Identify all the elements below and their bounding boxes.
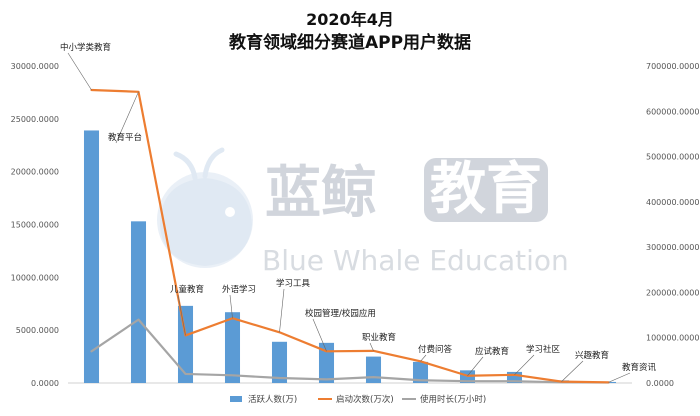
- leader-line: [467, 356, 484, 376]
- legend-swatch: [230, 396, 242, 402]
- bar: [177, 305, 194, 383]
- watermark-text-part2: 教育: [430, 157, 542, 222]
- leader-line: [420, 354, 427, 362]
- bar: [318, 342, 335, 383]
- y-left-tick-label: 10000.0000: [11, 273, 59, 282]
- y-left-tick-label: 30000.0000: [11, 62, 59, 71]
- category-label: 教育资讯: [622, 362, 657, 373]
- bar: [271, 341, 288, 383]
- y-left-tick-label: 25000.0000: [11, 115, 59, 124]
- y-right-tick-label: 700000.0000: [646, 62, 699, 71]
- category-label: 教育平台: [108, 132, 142, 143]
- watermark-text-part1: 蓝鲸: [265, 161, 377, 226]
- launches-line: [90, 88, 610, 384]
- category-label: 外语学习: [222, 284, 256, 295]
- category-label: 学习工具: [276, 278, 311, 289]
- category-label: 儿童教育: [170, 284, 204, 295]
- leader-line: [561, 360, 584, 382]
- leader-line: [279, 288, 285, 333]
- y-left-tick-label: 0.0000: [31, 379, 59, 388]
- leader-line: [608, 372, 631, 383]
- category-label: 付费问答: [418, 344, 453, 355]
- duration-line: [90, 318, 610, 384]
- category-label: 学习社区: [526, 344, 561, 355]
- y-right-tick-label: 0.0000: [646, 379, 674, 388]
- legend-label: 使用时长(万小时): [420, 394, 486, 405]
- bar: [130, 221, 147, 383]
- leader-line: [514, 354, 535, 376]
- y-right-tick-label: 600000.0000: [646, 107, 699, 116]
- leader-line: [229, 294, 233, 319]
- y-left-tick-label: 20000.0000: [11, 168, 59, 177]
- watermark-text-en: Blue Whale Education: [262, 244, 569, 277]
- leader-line: [369, 342, 374, 351]
- bar: [412, 361, 429, 383]
- watermark: 蓝鲸 教育 Blue Whale Education: [157, 147, 569, 277]
- y-left-tick-label: 5000.0000: [16, 326, 59, 335]
- chart-subtitle: 教育领域细分赛道APP用户数据: [228, 33, 472, 53]
- whale-logo-icon: [157, 147, 253, 268]
- bar: [224, 312, 241, 383]
- y-left-tick-label: 15000.0000: [11, 221, 59, 230]
- leader-line: [115, 91, 139, 144]
- legend-label: 活跃人数(万): [248, 394, 297, 405]
- leader-line: [177, 294, 186, 336]
- bar: [506, 371, 523, 383]
- y-right-tick-label: 300000.0000: [646, 243, 699, 252]
- category-label: 职业教育: [362, 332, 396, 343]
- y-right-tick-label: 100000.0000: [646, 334, 699, 343]
- legend-label: 启动次数(万次): [336, 394, 394, 405]
- y-right-tick-label: 200000.0000: [646, 288, 699, 297]
- bar: [83, 130, 100, 383]
- y-right-tick-label: 500000.0000: [646, 153, 699, 162]
- category-label: 兴趣教育: [575, 350, 609, 361]
- y-right-tick-label: 400000.0000: [646, 198, 699, 207]
- leader-line: [67, 52, 92, 91]
- category-label: 中小学类教育: [60, 42, 111, 53]
- chart-title: 2020年4月: [306, 10, 394, 29]
- bar: [365, 356, 382, 383]
- category-label: 校园管理/校园应用: [305, 308, 376, 319]
- watermark-badge: [424, 158, 548, 222]
- leader-line: [312, 318, 327, 352]
- category-label: 应试教育: [475, 346, 509, 357]
